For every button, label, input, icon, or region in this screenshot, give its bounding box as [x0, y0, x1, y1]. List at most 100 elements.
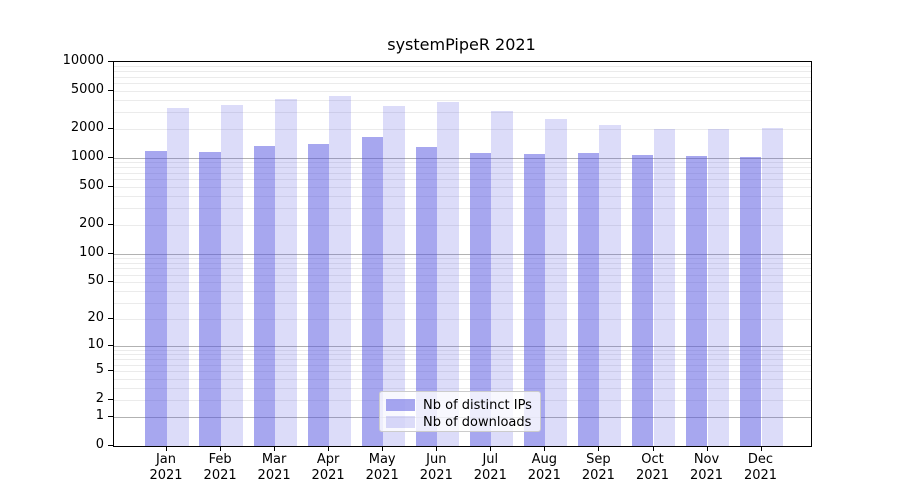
y-axis-tick	[108, 345, 113, 346]
minor-gridline	[114, 282, 811, 284]
y-axis-tick	[108, 416, 113, 418]
x-axis-tick	[220, 446, 222, 451]
minor-gridline	[114, 262, 811, 264]
x-axis-tick	[652, 446, 654, 451]
bar-distinct-ips	[577, 153, 600, 446]
plot-area: Nb of distinct IPs Nb of downloads	[113, 61, 812, 447]
y-axis-tick	[108, 128, 113, 130]
legend-item-downloads: Nb of downloads	[386, 414, 534, 430]
minor-gridline	[114, 319, 811, 321]
bar-downloads	[167, 108, 189, 446]
x-axis-tick	[490, 446, 492, 451]
minor-gridline	[114, 100, 811, 102]
y-axis-tick	[108, 399, 113, 401]
x-axis-tick	[382, 446, 384, 451]
x-tick-label: Aug 2021	[527, 452, 561, 483]
bar-downloads	[329, 95, 351, 446]
bar-downloads	[491, 110, 513, 446]
minor-gridline	[114, 129, 811, 131]
x-axis-tick	[760, 446, 762, 451]
bar-downloads	[545, 118, 567, 446]
minor-gridline	[114, 371, 811, 373]
bar-distinct-ips	[739, 156, 762, 446]
major-gridline	[114, 158, 811, 159]
x-axis-tick	[706, 446, 708, 451]
minor-gridline	[114, 112, 811, 114]
minor-gridline	[114, 224, 811, 226]
legend-swatch-downloads-icon	[386, 416, 415, 428]
minor-gridline	[114, 364, 811, 366]
minor-gridline	[114, 350, 811, 351]
y-tick-label: 0	[95, 437, 104, 452]
y-axis-tick	[108, 223, 113, 225]
bar-downloads	[653, 129, 676, 446]
minor-gridline	[114, 268, 811, 270]
legend-swatch-distinct-ips-icon	[386, 399, 415, 411]
minor-gridline	[114, 208, 811, 210]
minor-gridline	[114, 359, 811, 361]
y-tick-label: 2000	[70, 120, 104, 136]
bar-distinct-ips	[415, 146, 438, 446]
bar-distinct-ips	[361, 137, 384, 446]
legend: Nb of distinct IPs Nb of downloads	[379, 391, 541, 432]
y-tick-label: 500	[79, 177, 104, 193]
bar-downloads	[707, 129, 730, 446]
bar-downloads	[437, 101, 459, 446]
bar-distinct-ips	[469, 152, 492, 446]
x-axis-tick	[328, 446, 330, 451]
minor-gridline	[114, 354, 811, 356]
y-tick-label: 50	[87, 273, 104, 289]
major-gridline	[114, 253, 811, 255]
minor-gridline	[114, 162, 811, 164]
x-axis-tick	[274, 446, 276, 451]
minor-gridline	[114, 186, 811, 188]
minor-gridline	[114, 71, 811, 73]
y-axis-tick	[108, 318, 113, 320]
x-tick-label: Feb 2021	[203, 452, 237, 483]
y-tick-label: 2	[95, 391, 104, 407]
x-axis-tick	[544, 446, 546, 451]
minor-gridline	[114, 274, 811, 276]
bar-distinct-ips	[523, 154, 546, 446]
y-axis-tick	[108, 370, 113, 372]
y-axis-tick	[108, 445, 113, 446]
minor-gridline	[114, 196, 811, 198]
x-tick-label: Jun 2021	[419, 452, 453, 483]
x-tick-label: Jul 2021	[473, 452, 507, 483]
legend-item-distinct-ips: Nb of distinct IPs	[386, 397, 534, 413]
bar-distinct-ips	[685, 155, 708, 446]
minor-gridline	[114, 257, 811, 259]
minor-gridline	[114, 378, 811, 380]
minor-gridline	[114, 179, 811, 181]
bar-distinct-ips	[199, 151, 221, 446]
bar-downloads	[599, 124, 621, 446]
y-tick-label: 200	[79, 215, 104, 231]
x-axis-tick	[166, 446, 167, 451]
y-tick-label: 10	[87, 337, 104, 352]
bar-distinct-ips	[253, 146, 276, 446]
x-tick-label: Apr 2021	[311, 452, 345, 483]
major-gridline	[114, 346, 811, 347]
x-tick-label: Oct 2021	[635, 452, 670, 483]
y-axis-tick	[108, 281, 113, 283]
x-tick-label: Nov 2021	[689, 452, 724, 483]
bar-downloads	[221, 105, 243, 446]
bar-downloads	[761, 128, 784, 446]
y-tick-label: 10000	[62, 53, 104, 68]
minor-gridline	[114, 388, 811, 390]
minor-gridline	[114, 302, 811, 304]
x-tick-label: Mar 2021	[257, 452, 291, 483]
x-axis-tick	[598, 446, 600, 451]
y-tick-label: 20	[87, 310, 104, 326]
y-tick-label: 5000	[70, 81, 104, 97]
x-tick-label: May 2021	[365, 452, 399, 483]
x-tick-label: Dec 2021	[743, 452, 778, 483]
bar-distinct-ips	[145, 150, 167, 446]
y-axis-tick	[108, 61, 113, 62]
legend-label-distinct-ips: Nb of distinct IPs	[423, 397, 532, 413]
minor-gridline	[114, 167, 811, 169]
bar-downloads	[383, 106, 405, 446]
bar-distinct-ips	[307, 144, 330, 446]
y-tick-label: 1000	[70, 149, 104, 164]
y-axis-tick	[108, 252, 113, 254]
